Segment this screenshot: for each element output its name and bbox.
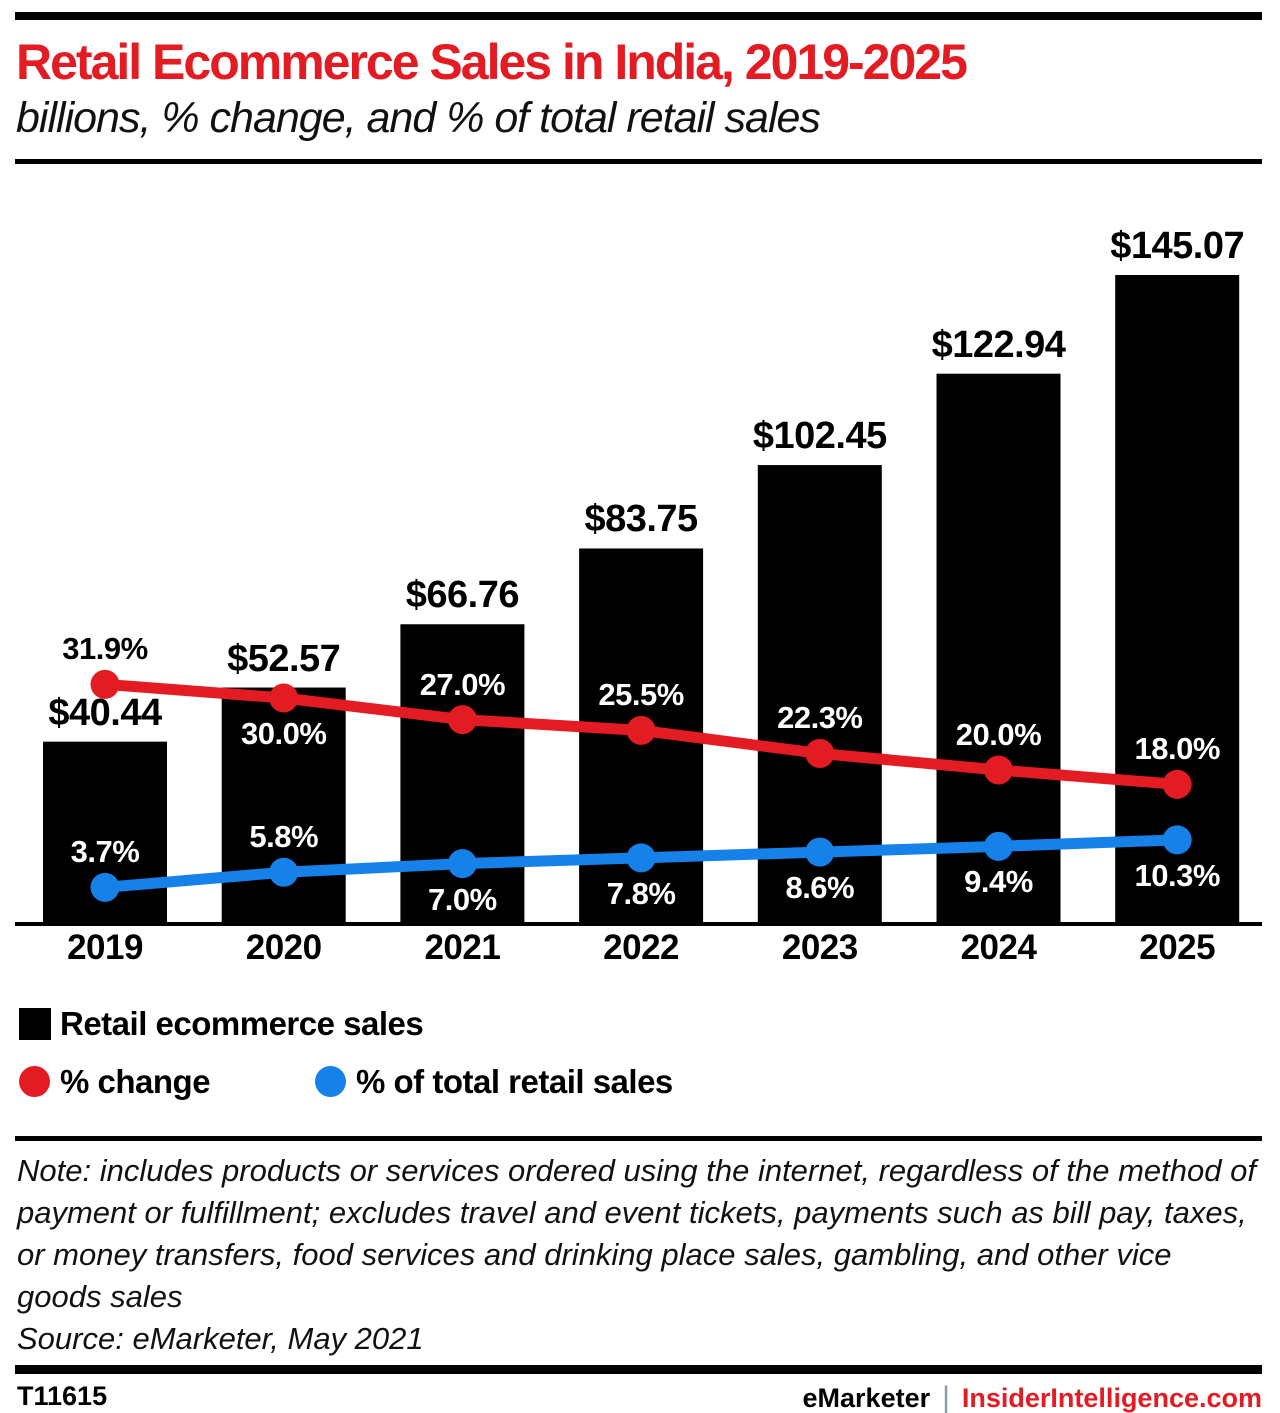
change-label-2021: 27.0% xyxy=(419,666,506,702)
brand-site: InsiderIntelligence.com xyxy=(961,1383,1262,1413)
bar-2024 xyxy=(936,373,1061,922)
of-total-retail-sales-dot-2023 xyxy=(805,837,835,867)
change-label-2024: 20.0% xyxy=(955,717,1042,752)
bar-value-label-2024: $122.94 xyxy=(931,323,1066,366)
of-total-retail-sales-dot-2022 xyxy=(626,843,656,873)
of-total-retail-sales-dot-2020 xyxy=(269,857,299,887)
x-label-2019: 2019 xyxy=(67,928,143,967)
change-dot-2022 xyxy=(626,715,656,745)
change-dot-2020 xyxy=(269,683,299,713)
page-title: Retail Ecommerce Sales in India, 2019-20… xyxy=(16,34,968,90)
of-total-retail-sales-label-2019: 3.7% xyxy=(70,834,140,870)
of-total-retail-sales-label-2020: 5.8% xyxy=(249,819,319,855)
change-dot-2024 xyxy=(984,755,1013,785)
x-label-2025: 2025 xyxy=(1139,928,1216,967)
of-total-retail-sales-dot-2021 xyxy=(447,849,477,879)
footer-brand: eMarketer | InsiderIntelligence.com xyxy=(803,1381,1262,1413)
of-total-retail-sales-label-2024: 9.4% xyxy=(964,864,1033,900)
x-label-2020: 2020 xyxy=(245,928,322,967)
bar-value-label-2019: $40.44 xyxy=(48,691,162,734)
bar-value-label-2020: $52.57 xyxy=(227,637,341,680)
change-dot-2025 xyxy=(1162,769,1192,799)
pct-change-dot-icon xyxy=(19,1066,50,1097)
note-divider xyxy=(15,1136,1262,1141)
x-label-2022: 2022 xyxy=(603,928,680,967)
change-dot-2021 xyxy=(447,705,477,735)
legend-label-retail-ecommerce-sales: Retail ecommerce sales xyxy=(60,1005,424,1042)
chart-labels-layer: $40.44 $52.57 $66.76 $83.75 $102.45 $122.94 $1… xyxy=(48,225,1245,967)
top-accent-bar xyxy=(15,12,1262,20)
of-total-retail-sales-label-2022: 7.8% xyxy=(606,875,676,911)
of-total-retail-sales-dot-2024 xyxy=(984,831,1013,861)
bar-value-label-2025: $145.07 xyxy=(1110,225,1245,267)
x-label-2021: 2021 xyxy=(424,928,501,967)
legend-label-pct-of-total-retail-sales: % of total retail sales xyxy=(356,1063,673,1100)
bar-value-label-2021: $66.76 xyxy=(405,574,520,617)
of-total-retail-sales-label-2021: 7.0% xyxy=(428,881,497,917)
of-total-retail-sales-dot-2019 xyxy=(90,872,120,902)
change-label-2019: 31.9% xyxy=(62,631,148,667)
chart-id: T11615 xyxy=(17,1381,108,1411)
note-text: Note: includes products or services orde… xyxy=(17,1153,1256,1314)
change-label-2022: 25.5% xyxy=(598,677,684,713)
change-label-2023: 22.3% xyxy=(777,700,863,736)
retail-ecommerce-sales-swatch-icon xyxy=(19,1008,51,1040)
source-text: Source: eMarketer, May 2021 xyxy=(17,1321,424,1356)
of-total-retail-sales-label-2023: 8.6% xyxy=(785,870,855,906)
header-divider xyxy=(15,159,1262,164)
note-block: Note: includes products or services orde… xyxy=(17,1150,1263,1360)
change-label-2020: 30.0% xyxy=(240,716,327,751)
page-subtitle: billions, % change, and % of total retai… xyxy=(16,94,821,142)
x-label-2023: 2023 xyxy=(781,928,858,967)
footer-divider xyxy=(15,1365,1262,1374)
of-total-retail-sales-label-2025: 10.3% xyxy=(1134,857,1220,893)
x-label-2024: 2024 xyxy=(960,928,1037,967)
change-dot-2023 xyxy=(805,738,835,768)
of-total-retail-sales-dot-2025 xyxy=(1162,825,1192,855)
bar-2025 xyxy=(1115,275,1240,922)
brand-emarketer: eMarketer xyxy=(802,1383,931,1413)
brand-separator: | xyxy=(942,1381,950,1413)
bar-value-label-2022: $83.75 xyxy=(584,498,698,541)
bar-value-label-2023: $102.45 xyxy=(752,415,887,458)
x-axis-line xyxy=(15,922,1262,926)
legend-label-pct-change: % change xyxy=(60,1063,211,1100)
change-dot-2019 xyxy=(90,669,120,699)
change-label-2025: 18.0% xyxy=(1134,731,1220,767)
retail-share-dot-icon xyxy=(315,1066,346,1097)
